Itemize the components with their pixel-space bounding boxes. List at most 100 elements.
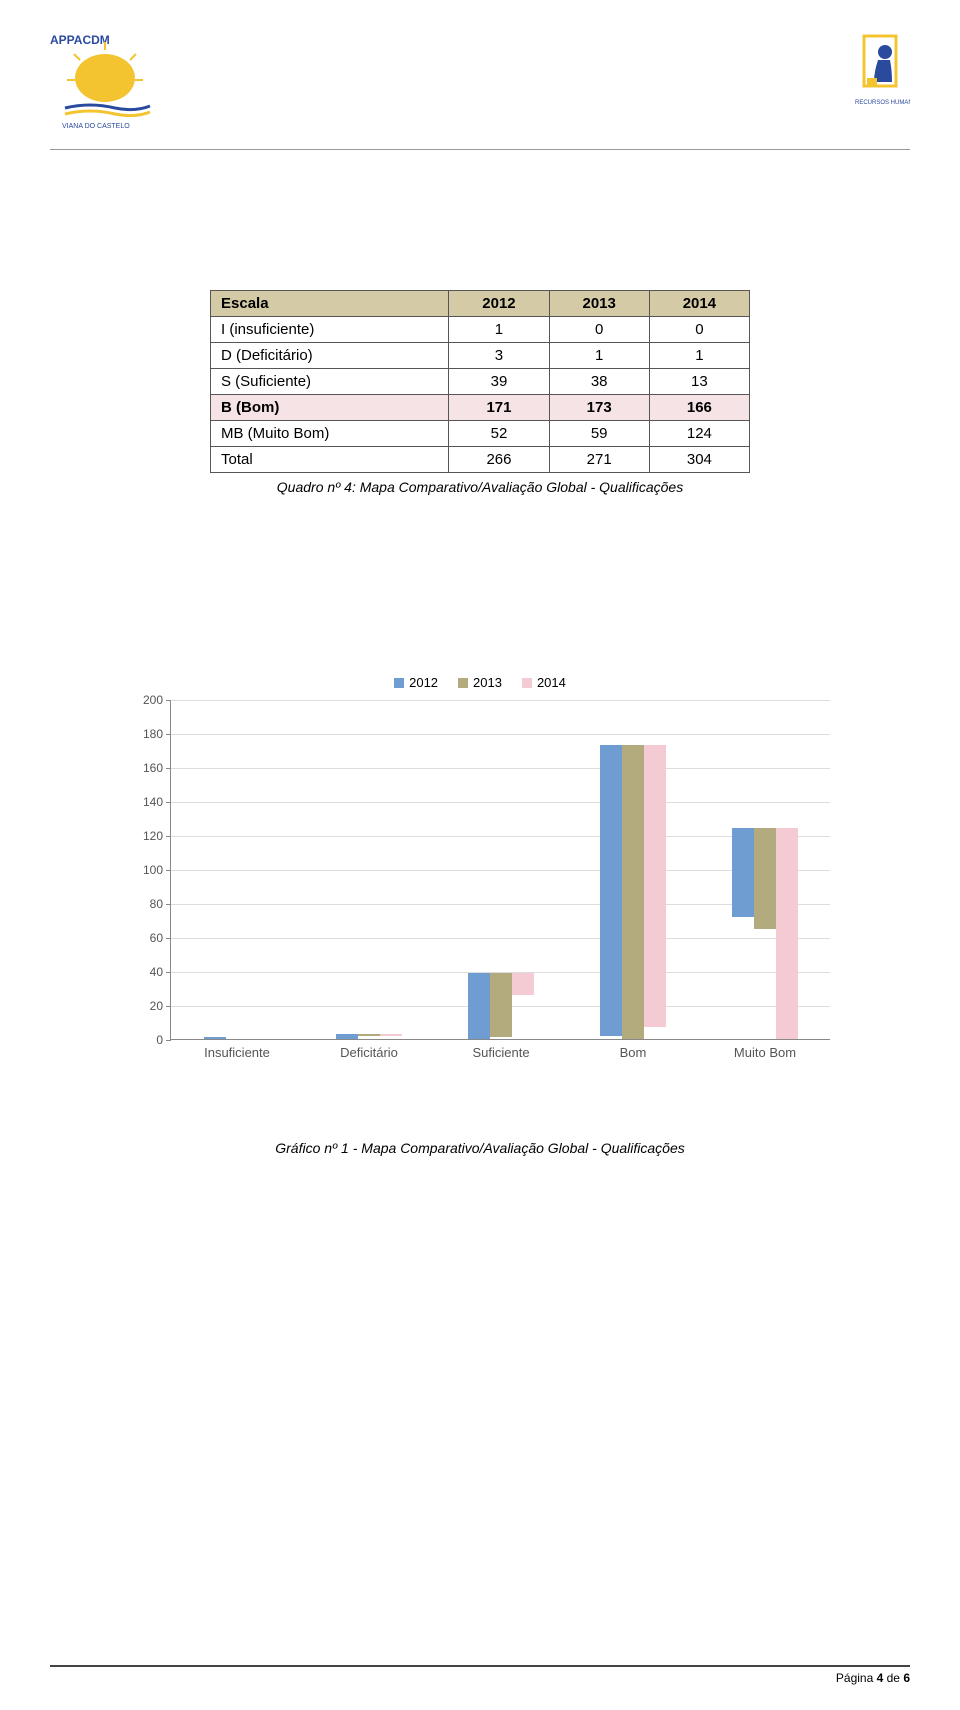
table-row: B (Bom)171173166 — [211, 395, 750, 421]
bar — [512, 973, 534, 995]
logo-rh: RECURSOS HUMANOS — [850, 30, 910, 115]
data-table: Escala 2012 2013 2014 I (insuficiente)10… — [210, 290, 750, 473]
grid-line — [171, 700, 830, 701]
y-axis-label: 40 — [150, 965, 163, 979]
cell-label: D (Deficitário) — [211, 343, 449, 369]
x-axis-label: Deficitário — [309, 1045, 429, 1060]
bar — [468, 973, 490, 1039]
legend-item: 2013 — [458, 675, 502, 690]
x-axis-label: Insuficiente — [177, 1045, 297, 1060]
bar-group — [732, 828, 798, 1039]
header: APPACDM VIANA DO CASTELO — [50, 30, 910, 150]
col-2013: 2013 — [549, 291, 649, 317]
plot: 020406080100120140160180200InsuficienteD… — [170, 700, 830, 1040]
grid-line — [171, 802, 830, 803]
bar — [380, 1034, 402, 1036]
cell-value: 0 — [549, 317, 649, 343]
legend-label: 2014 — [537, 675, 566, 690]
y-tick — [166, 700, 171, 701]
y-tick — [166, 938, 171, 939]
cell-value: 304 — [649, 447, 749, 473]
x-axis-label: Muito Bom — [705, 1045, 825, 1060]
svg-text:VIANA DO CASTELO: VIANA DO CASTELO — [62, 123, 130, 130]
y-tick — [166, 734, 171, 735]
legend-swatch — [458, 678, 468, 688]
x-axis-label: Bom — [573, 1045, 693, 1060]
y-tick — [166, 1040, 171, 1041]
table-caption: Quadro nº 4: Mapa Comparativo/Avaliação … — [50, 479, 910, 495]
bar-group — [600, 745, 666, 1039]
page-total: 6 — [903, 1671, 910, 1685]
table-row: Total266271304 — [211, 447, 750, 473]
grid-line — [171, 768, 830, 769]
bar — [336, 1034, 358, 1039]
bar — [358, 1034, 380, 1036]
chart-caption: Gráfico nº 1 - Mapa Comparativo/Avaliaçã… — [130, 1140, 830, 1156]
cell-value: 271 — [549, 447, 649, 473]
y-axis-label: 20 — [150, 999, 163, 1013]
y-tick — [166, 870, 171, 871]
x-axis-label: Suficiente — [441, 1045, 561, 1060]
y-tick — [166, 836, 171, 837]
cell-value: 1 — [549, 343, 649, 369]
page: APPACDM VIANA DO CASTELO — [0, 0, 960, 1710]
cell-label: I (insuficiente) — [211, 317, 449, 343]
page-sep: de — [883, 1671, 903, 1685]
table-row: D (Deficitário)311 — [211, 343, 750, 369]
page-prefix: Página — [836, 1671, 877, 1685]
chart-plot-area: 020406080100120140160180200InsuficienteD… — [170, 700, 830, 1080]
cell-label: Total — [211, 447, 449, 473]
rh-logo-icon: RECURSOS HUMANOS — [850, 30, 910, 110]
bar — [644, 745, 666, 1027]
y-axis-label: 100 — [143, 863, 163, 877]
legend-item: 2012 — [394, 675, 438, 690]
y-tick — [166, 972, 171, 973]
appacdm-logo-icon: APPACDM VIANA DO CASTELO — [50, 30, 160, 130]
bar-group — [336, 1034, 402, 1039]
legend-label: 2013 — [473, 675, 502, 690]
cell-value: 124 — [649, 421, 749, 447]
cell-value: 39 — [449, 369, 549, 395]
legend-swatch — [522, 678, 532, 688]
y-axis-label: 60 — [150, 931, 163, 945]
table-header-row: Escala 2012 2013 2014 — [211, 291, 750, 317]
bar — [732, 828, 754, 916]
cell-value: 1 — [649, 343, 749, 369]
svg-text:APPACDM: APPACDM — [50, 33, 110, 47]
cell-value: 13 — [649, 369, 749, 395]
chart: 2012 2013 2014 020406080100120140160180200… — [130, 675, 830, 1156]
cell-value: 52 — [449, 421, 549, 447]
cell-label: S (Suficiente) — [211, 369, 449, 395]
bar — [754, 828, 776, 928]
y-axis-label: 120 — [143, 829, 163, 843]
bar — [490, 973, 512, 1038]
bar — [600, 745, 622, 1036]
cell-value: 1 — [449, 317, 549, 343]
bar — [622, 745, 644, 1039]
col-2012: 2012 — [449, 291, 549, 317]
legend-item: 2014 — [522, 675, 566, 690]
cell-value: 166 — [649, 395, 749, 421]
chart-legend: 2012 2013 2014 — [130, 675, 830, 690]
y-axis-label: 0 — [156, 1033, 163, 1047]
col-escala: Escala — [211, 291, 449, 317]
cell-label: MB (Muito Bom) — [211, 421, 449, 447]
cell-value: 38 — [549, 369, 649, 395]
legend-swatch — [394, 678, 404, 688]
col-2014: 2014 — [649, 291, 749, 317]
bar-group — [204, 1037, 270, 1039]
grid-line — [171, 734, 830, 735]
y-tick — [166, 802, 171, 803]
bar-group — [468, 973, 534, 1039]
y-axis-label: 80 — [150, 897, 163, 911]
bar — [204, 1037, 226, 1039]
cell-label: B (Bom) — [211, 395, 449, 421]
bar — [776, 828, 798, 1039]
logo-appacdm: APPACDM VIANA DO CASTELO — [50, 30, 160, 135]
cell-value: 0 — [649, 317, 749, 343]
y-axis-label: 200 — [143, 693, 163, 707]
table-row: MB (Muito Bom)5259124 — [211, 421, 750, 447]
cell-value: 59 — [549, 421, 649, 447]
y-axis-label: 180 — [143, 727, 163, 741]
cell-value: 171 — [449, 395, 549, 421]
